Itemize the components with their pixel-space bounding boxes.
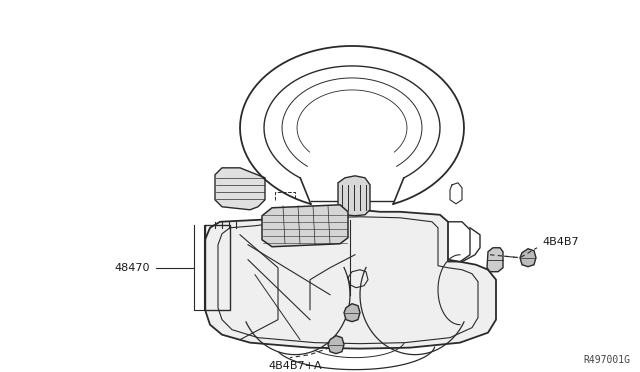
Text: 4B4B7: 4B4B7: [542, 237, 579, 247]
Polygon shape: [205, 210, 496, 349]
Polygon shape: [344, 304, 360, 322]
Polygon shape: [520, 249, 536, 267]
Polygon shape: [215, 168, 265, 210]
Polygon shape: [338, 176, 370, 216]
Polygon shape: [328, 336, 344, 354]
Polygon shape: [487, 248, 503, 272]
Text: 48470: 48470: [115, 263, 150, 273]
Polygon shape: [262, 205, 348, 247]
Text: R497001G: R497001G: [583, 355, 630, 365]
Text: 4B4B7+A: 4B4B7+A: [268, 360, 322, 371]
